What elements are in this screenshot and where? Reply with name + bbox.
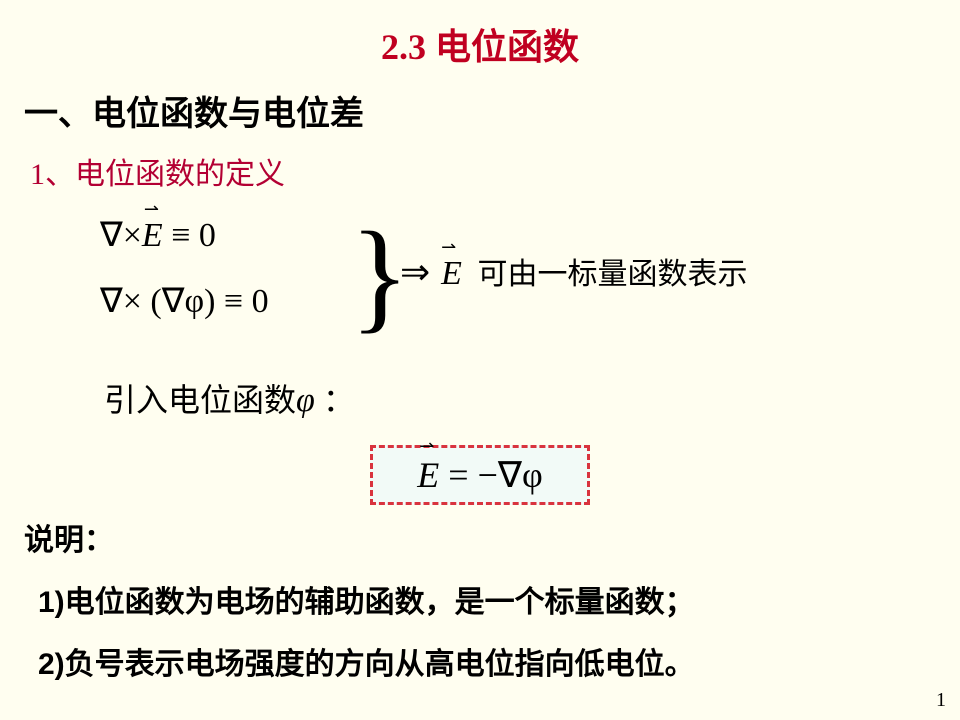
equation-curl-E: ∇×⇀E ≡ 0 [100,215,216,255]
page-number: 1 [936,689,946,712]
vector-arrow-icon: ⇀ [144,199,159,220]
key-equation-box: ⇀E = −∇φ [370,445,590,505]
slide-title: 2.3 电位函数 [0,0,960,70]
intro-post: ： [315,382,355,418]
curl-E-post: ≡ 0 [163,217,216,254]
note-2: 2)负号表示电场强度的方向从高电位指向低电位。 [0,621,960,683]
vector-E: ⇀E [142,217,163,255]
note-1: 1)电位函数为电场的辅助函数，是一个标量函数； [0,559,960,621]
vector-arrow-icon: ⇀ [441,237,456,258]
intro-pre: 引入电位函数 [104,382,296,418]
notes-heading: 说明： [0,505,960,559]
phi-symbol: φ [296,382,315,419]
vector-E-result: ⇀E [439,255,464,293]
curl-E-pre: ∇× [100,217,142,254]
implication-text: 可由一标量函数表示 [470,258,748,291]
vector-E-key: ⇀E [417,454,439,496]
E-letter: E [441,255,462,292]
introduce-potential: 引入电位函数φ ： [0,345,960,421]
subsection-heading: 1、电位函数的定义 [0,135,960,193]
E-letter: E [417,455,439,495]
section-heading: 一、电位函数与电位差 [0,70,960,135]
equation-curl-grad: ∇× (∇φ) ≡ 0 [100,281,269,321]
implies-arrow-icon: ⇒ [400,252,439,292]
key-equation: ⇀E = −∇φ [417,454,542,496]
derivation-block: ∇×⇀E ≡ 0 ∇× (∇φ) ≡ 0 } ⇒ ⇀E 可由一标量函数表示 [100,215,960,345]
E-letter: E [142,217,163,254]
implication: ⇒ ⇀E 可由一标量函数表示 [400,249,747,293]
vector-arrow-icon: ⇀ [419,436,434,457]
equals-neg-grad: = −∇φ [439,455,542,495]
curl-grad-text: ∇× (∇φ) ≡ 0 [100,283,269,320]
